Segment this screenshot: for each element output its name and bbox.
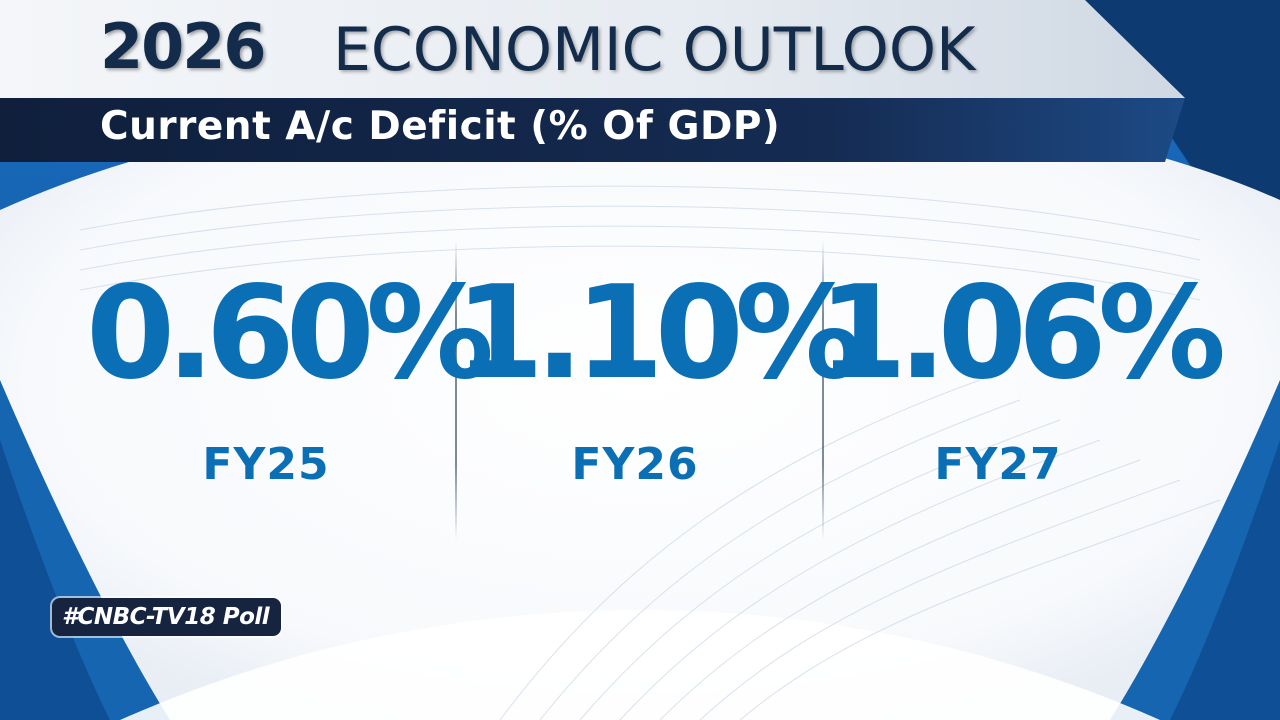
frame-wedge-right-inner: [1170, 440, 1280, 720]
decorative-curves: [79, 185, 1221, 720]
lens-panel: [0, 100, 1280, 720]
stat-label: FY26: [571, 439, 699, 490]
stat-fy25: 0.60% FY25: [86, 259, 494, 490]
poll-badge-text: #CNBC-TV18 Poll: [62, 604, 270, 630]
column-divider: [822, 240, 824, 540]
poll-badge: #CNBC-TV18 Poll: [52, 598, 282, 636]
stat-label: FY27: [934, 439, 1062, 490]
lens-bottom: [120, 610, 1160, 720]
subtitle-bar: [0, 98, 1185, 162]
subtitle: Current A/c Deficit (% Of GDP): [100, 104, 781, 149]
stat-fy26: 1.10% FY26: [455, 259, 863, 490]
stat-value: 0.60%: [86, 259, 494, 408]
header-backdrop: [0, 0, 1185, 98]
stat-fy27: 1.06% FY27: [818, 259, 1226, 490]
column-divider: [455, 240, 457, 540]
stat-label: FY25: [202, 439, 330, 490]
stat-value: 1.10%: [455, 259, 863, 408]
title-year: 2026: [100, 10, 267, 83]
stat-value: 1.06%: [818, 259, 1226, 408]
page-title: ECONOMIC OUTLOOK: [333, 15, 976, 85]
frame-wedge-left-inner: [0, 440, 110, 720]
